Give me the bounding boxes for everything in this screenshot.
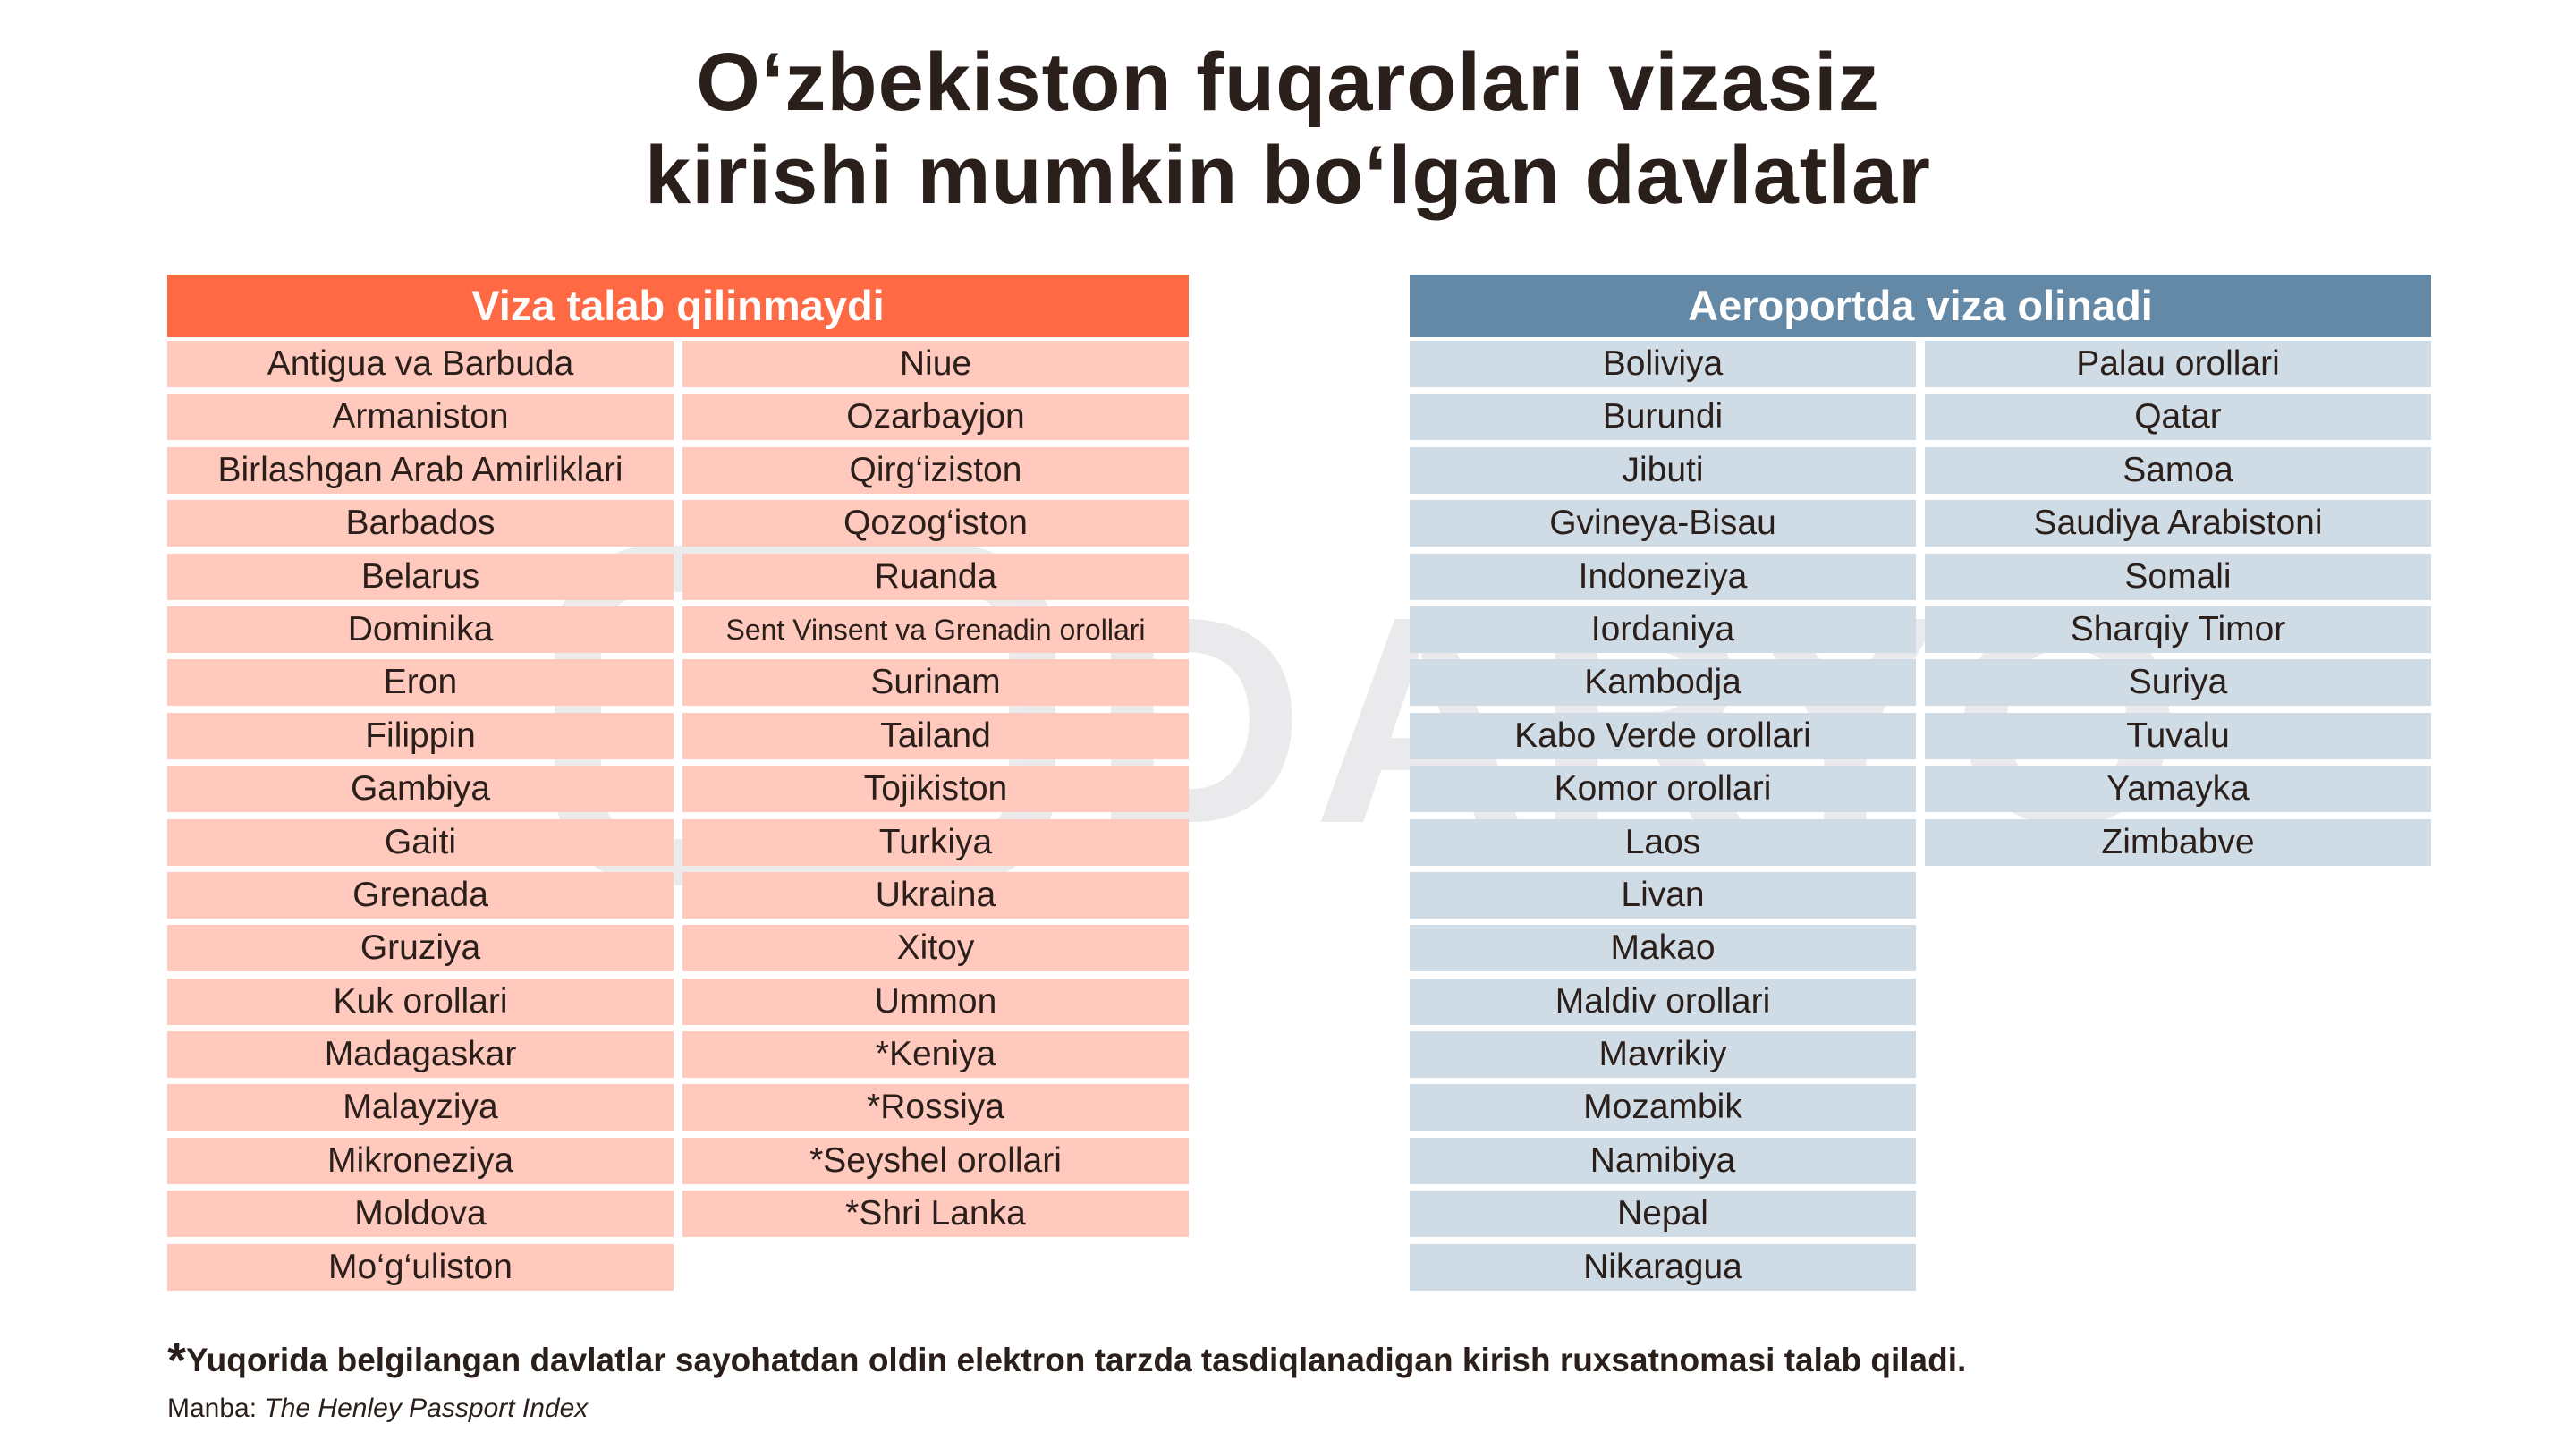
country-cell: Tojikiston (682, 766, 1189, 813)
country-cell: Somali (1925, 553, 2431, 600)
country-cell: Indoneziya (1410, 553, 1916, 600)
visa-free-panel: Viza talab qilinmaydi Antigua va Barbuda… (167, 275, 1189, 1291)
country-cell: Kambodja (1410, 659, 1916, 707)
country-cell: Gaiti (167, 818, 674, 866)
country-cell: Nikaragua (1410, 1243, 1916, 1291)
country-cell: Grenada (167, 871, 674, 919)
country-cell: Kabo Verde orollari (1410, 712, 1916, 759)
country-cell: Filippin (167, 712, 674, 759)
country-cell: Boliviya (1410, 341, 1916, 387)
visa-on-arrival-column-1: Boliviya Burundi Jibuti Gvineya-Bisau Indone… (1410, 341, 1916, 1297)
country-cell: Tailand (682, 712, 1189, 759)
footnote: *Yuqorida belgilangan davlatlar sayohatd… (167, 1333, 2493, 1388)
country-cell: Dominika (167, 606, 674, 653)
country-cell: Niue (682, 341, 1189, 387)
country-cell: Burundi (1410, 394, 1916, 441)
country-cell: Qozog‘iston (682, 500, 1189, 547)
country-cell: Mavrikiy (1410, 1031, 1916, 1079)
country-cell: Moldova (167, 1191, 674, 1238)
country-cell: Gvineya-Bisau (1410, 500, 1916, 547)
country-cell: Xitoy (682, 925, 1189, 972)
country-cell: Eron (167, 659, 674, 707)
country-cell: Gruziya (167, 925, 674, 972)
country-cell: Barbados (167, 500, 674, 547)
country-cell: Makao (1410, 925, 1916, 972)
footnote-text: Yuqorida belgilangan davlatlar sayohatda… (186, 1342, 1967, 1378)
country-cell: Belarus (167, 553, 674, 600)
country-cell: Laos (1410, 818, 1916, 866)
country-cell: *Seyshel orollari (682, 1137, 1189, 1184)
country-cell: Gambiya (167, 766, 674, 813)
source-label: Manba: (167, 1394, 265, 1423)
visa-on-arrival-column-2: Palau orollari Qatar Samoa Saudiya Arabisto… (1925, 341, 2431, 872)
country-cell: Mo‘g‘uliston (167, 1243, 674, 1291)
country-cell: Sent Vinsent va Grenadin orollari (682, 606, 1189, 653)
country-cell: Birlashgan Arab Amirliklari (167, 446, 674, 494)
country-cell: Mikroneziya (167, 1137, 674, 1184)
country-cell: Ukraina (682, 871, 1189, 919)
page-title: O‘zbekiston fuqarolari vizasiz kirishi m… (0, 36, 2576, 222)
country-cell: Armaniston (167, 394, 674, 441)
visa-free-column-1: Antigua va Barbuda Armaniston Birlashgan A… (167, 341, 674, 1297)
country-cell: Qirg‘iziston (682, 446, 1189, 494)
visa-free-column-2: Niue Ozarbayjon Qirg‘iziston Qozog‘iston Rua… (682, 341, 1189, 1244)
source-line: Manba: The Henley Passport Index (167, 1394, 1241, 1424)
country-cell: Suriya (1925, 659, 2431, 707)
country-cell: Yamayka (1925, 766, 2431, 813)
country-cell: Ummon (682, 978, 1189, 1025)
country-cell: Maldiv orollari (1410, 978, 1916, 1025)
country-cell: Ozarbayjon (682, 394, 1189, 441)
country-cell: Ruanda (682, 553, 1189, 600)
country-cell: Zimbabve (1925, 818, 2431, 866)
country-cell: Qatar (1925, 394, 2431, 441)
country-cell: Namibiya (1410, 1137, 1916, 1184)
country-cell: Antigua va Barbuda (167, 341, 674, 387)
country-cell: *Shri Lanka (682, 1191, 1189, 1238)
country-cell: Nepal (1410, 1191, 1916, 1238)
country-cell: Madagaskar (167, 1031, 674, 1079)
country-cell: Samoa (1925, 446, 2431, 494)
country-cell: Sharqiy Timor (1925, 606, 2431, 653)
country-cell: Turkiya (682, 818, 1189, 866)
country-cell: *Keniya (682, 1031, 1189, 1079)
title-line-1: O‘zbekiston fuqarolari vizasiz (696, 37, 1880, 128)
country-cell: *Rossiya (682, 1084, 1189, 1131)
country-cell: Mozambik (1410, 1084, 1916, 1131)
title-line-2: kirishi mumkin bo‘lgan davlatlar (645, 130, 1931, 221)
visa-free-header: Viza talab qilinmaydi (167, 275, 1189, 337)
country-cell: Kuk orollari (167, 978, 674, 1025)
footnote-asterisk: * (167, 1334, 187, 1387)
country-cell: Komor orollari (1410, 766, 1916, 813)
source-name: The Henley Passport Index (264, 1394, 589, 1423)
country-cell: Saudiya Arabistoni (1925, 500, 2431, 547)
country-cell: Surinam (682, 659, 1189, 707)
country-cell: Tuvalu (1925, 712, 2431, 759)
visa-on-arrival-header: Aeroportda viza olinadi (1410, 275, 2431, 337)
country-cell: Jibuti (1410, 446, 1916, 494)
visa-on-arrival-panel: Aeroportda viza olinadi Boliviya Burundi J… (1410, 275, 2431, 1291)
country-cell: Livan (1410, 871, 1916, 919)
country-cell: Malayziya (167, 1084, 674, 1131)
country-cell: Palau orollari (1925, 341, 2431, 387)
country-cell: Iordaniya (1410, 606, 1916, 653)
